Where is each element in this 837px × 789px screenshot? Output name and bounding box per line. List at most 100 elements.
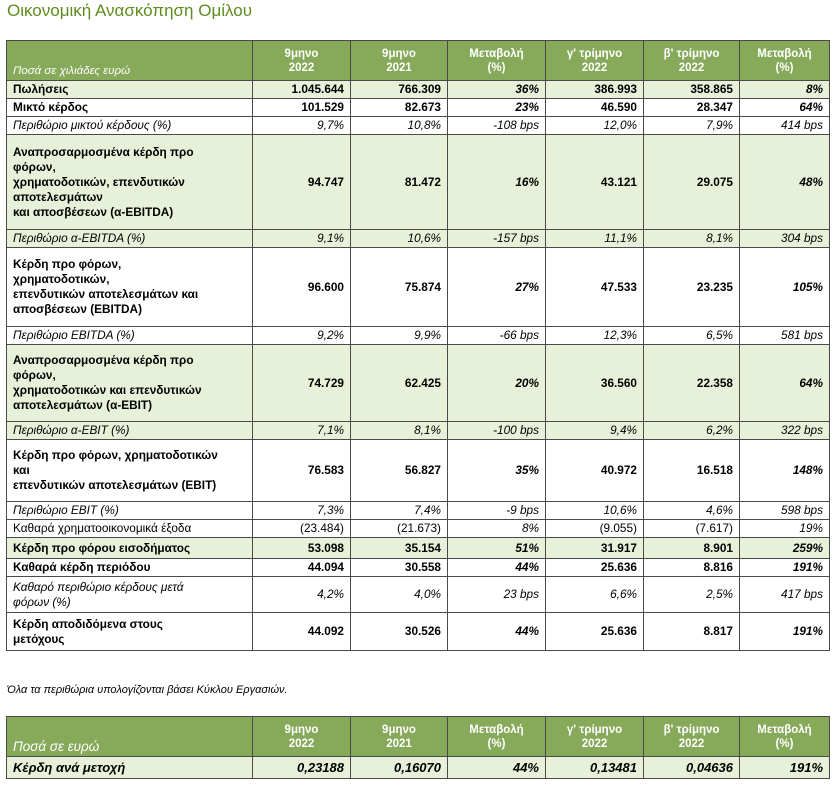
header-units-label: Ποσά σε ευρώ xyxy=(6,716,253,757)
cell-9m-2022: 53.098 xyxy=(252,537,351,559)
header-row: Ποσά σε χιλιάδες ευρώ 9μηνο 2022 9μηνο 2021 Μ… xyxy=(6,40,830,81)
cell-change-9m: 23 bps xyxy=(447,576,546,613)
cell-q3-2022: 386.993 xyxy=(545,80,644,99)
cell-change-9m: 8% xyxy=(447,519,546,538)
cell-9m-2022: 7,1% xyxy=(252,421,351,440)
cell-q2-2022: 4,6% xyxy=(643,501,740,520)
row-label-line: Κέρδη ανά μετοχή xyxy=(13,760,126,775)
row-label: Κέρδη αποδιδόμενα στους μετόχους xyxy=(6,612,253,651)
row-label-line: Κέρδη προ φόρων, χρηματοδοτικών xyxy=(13,448,218,462)
row-label-line: Περιθώριο α-EBITDA (%) xyxy=(13,231,146,245)
cell-q2-2022: 16.518 xyxy=(643,439,740,502)
cell-change-9m: 44% xyxy=(447,558,546,577)
header-line: 2022 xyxy=(678,61,705,74)
cell-q3-2022: 12,0% xyxy=(545,116,644,135)
cell-change-9m: -66 bps xyxy=(447,326,546,345)
header-9m-2022: 9μηνο 2022 xyxy=(252,716,351,757)
header-9m-2022: 9μηνο 2022 xyxy=(252,40,351,81)
cell-9m-2022: 76.583 xyxy=(252,439,351,502)
row-label-line: Μικτό κέρδος xyxy=(13,100,89,114)
table-row: Περιθώριο α-EBITDA (%) 9,1% 10,6% -157 bps 1… xyxy=(6,229,830,248)
header-change-q: Μεταβολή (%) xyxy=(739,716,830,757)
cell-9m-2021: 0,16070 xyxy=(350,756,448,779)
table-row: Περιθώριο EBITDA (%) 9,2% 9,9% -66 bps 12,3%… xyxy=(6,326,830,345)
header-line: 9μηνο xyxy=(284,47,319,60)
cell-q3-2022: 40.972 xyxy=(545,439,644,502)
row-label-line: χρηματοδοτικών, επενδυτικών xyxy=(13,174,185,189)
cell-change-q: 19% xyxy=(739,519,830,538)
cell-9m-2021: 4,0% xyxy=(350,576,448,613)
header-line: 2021 xyxy=(386,737,412,750)
header-line: γ' τρίμηνο xyxy=(566,47,623,60)
row-label-line: και αποσβέσεων (α-EBITDA) xyxy=(13,204,174,219)
cell-q2-2022: 358.865 xyxy=(643,80,740,99)
cell-9m-2021: 7,4% xyxy=(350,501,448,520)
cell-9m-2021: 75.874 xyxy=(350,247,448,327)
cell-change-q: 105% xyxy=(739,247,830,327)
header-line: γ' τρίμηνο xyxy=(566,723,623,736)
cell-q2-2022: 23.235 xyxy=(643,247,740,327)
cell-q2-2022: 6,2% xyxy=(643,421,740,440)
table-row: Κέρδη προ φόρου εισοδήματος 53.098 35.154 5… xyxy=(6,537,830,559)
cell-q2-2022: 8.817 xyxy=(643,612,740,651)
row-label: Περιθώριο EBITDA (%) xyxy=(6,326,253,345)
header-line: (%) xyxy=(487,61,506,74)
cell-q3-2022: 46.590 xyxy=(545,98,644,117)
cell-q3-2022: 43.121 xyxy=(545,134,644,230)
header-line: β' τρίμηνο xyxy=(663,723,720,736)
cell-9m-2022: 9,7% xyxy=(252,116,351,135)
cell-q3-2022: 10,6% xyxy=(545,501,644,520)
cell-9m-2022: 0,23188 xyxy=(252,756,351,779)
cell-change-q: 414 bps xyxy=(739,116,830,135)
header-line: β' τρίμηνο xyxy=(663,47,720,60)
row-label-line: φόρων (%) xyxy=(13,594,71,609)
cell-9m-2021: 30.558 xyxy=(350,558,448,577)
header-units-label: Ποσά σε χιλιάδες ευρώ xyxy=(6,40,253,81)
cell-q2-2022: 29.075 xyxy=(643,134,740,230)
cell-9m-2022: 44.092 xyxy=(252,612,351,651)
header-change-9m: Μεταβολή (%) xyxy=(447,716,546,757)
cell-q2-2022: 28.347 xyxy=(643,98,740,117)
table-row: Κέρδη προ φόρων, χρηματοδοτικών και επενδυ… xyxy=(6,439,830,502)
cell-change-q: 259% xyxy=(739,537,830,559)
row-label: Κέρδη προ φόρου εισοδήματος xyxy=(6,537,253,559)
footnote: Όλα τα περιθώρια υπολογίζονται βάσει Κύκ… xyxy=(7,684,288,696)
row-label: Καθαρά χρηματοοικονομικά έξοδα xyxy=(6,519,253,538)
cell-9m-2022: (23.484) xyxy=(252,519,351,538)
cell-9m-2021: 9,9% xyxy=(350,326,448,345)
cell-change-9m: -100 bps xyxy=(447,421,546,440)
cell-change-9m: 16% xyxy=(447,134,546,230)
cell-9m-2021: 56.827 xyxy=(350,439,448,502)
header-9m-2021: 9μηνο 2021 xyxy=(350,40,448,81)
cell-9m-2022: 44.094 xyxy=(252,558,351,577)
cell-change-q: 148% xyxy=(739,439,830,502)
cell-9m-2021: 81.472 xyxy=(350,134,448,230)
row-label-line: χρηματοδοτικών, xyxy=(13,272,110,286)
cell-change-q: 191% xyxy=(739,612,830,651)
cell-9m-2021: 30.526 xyxy=(350,612,448,651)
row-label-line: Αναπροσαρμοσμένα κέρδη προ xyxy=(13,353,194,367)
row-label-line: φόρων, xyxy=(13,159,56,174)
header-line: (%) xyxy=(487,737,506,750)
header-line: 9μηνο xyxy=(382,723,416,736)
row-label-line: Κέρδη προ φόρων, xyxy=(13,257,122,271)
cell-q3-2022: (9.055) xyxy=(545,519,644,538)
header-line: Μεταβολή xyxy=(469,723,524,736)
cell-9m-2021: 35.154 xyxy=(350,537,448,559)
cell-9m-2021: (21.673) xyxy=(350,519,448,538)
row-label: Αναπροσαρμοσμένα κέρδη προ φόρων, χρηματοδ… xyxy=(6,134,253,230)
row-label-line: αποσβέσεων (EBITDA) xyxy=(13,302,142,316)
header-line: 2022 xyxy=(288,61,315,74)
table-row: Αναπροσαρμοσμένα κέρδη προ φόρων, χρηματοδ… xyxy=(6,344,830,422)
row-label: Αναπροσαρμοσμένα κέρδη προ φόρων, χρηματοδ… xyxy=(6,344,253,422)
table-row: Μικτό κέρδος 101.529 82.673 23% 46.590 28.347… xyxy=(6,98,830,117)
row-label: Κέρδη ανά μετοχή xyxy=(6,756,253,779)
row-label: Πωλήσεις xyxy=(6,80,253,99)
cell-q2-2022: 8,1% xyxy=(643,229,740,248)
cell-q3-2022: 25.636 xyxy=(545,558,644,577)
row-label: Καθαρά κέρδη περιόδου xyxy=(6,558,253,577)
header-9m-2021: 9μηνο 2021 xyxy=(350,716,448,757)
row-label-line: μετόχους xyxy=(13,631,65,646)
cell-9m-2021: 82.673 xyxy=(350,98,448,117)
cell-q3-2022: 47.533 xyxy=(545,247,644,327)
